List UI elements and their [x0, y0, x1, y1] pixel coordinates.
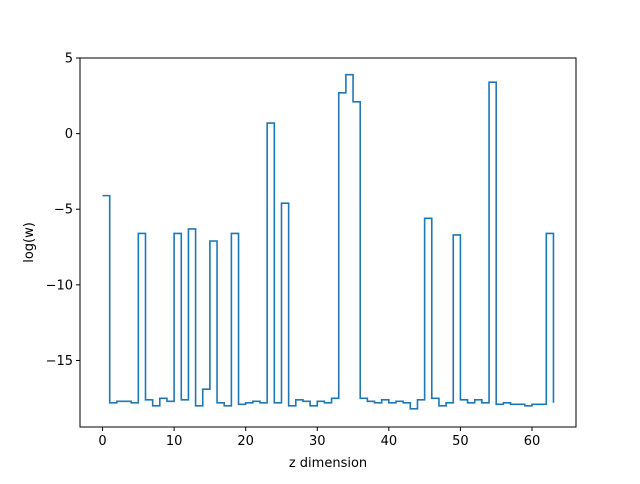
y-tick-label: 5: [65, 52, 73, 67]
x-tick-label: 50: [452, 434, 469, 449]
plot-frame: [79, 57, 577, 428]
y-tick-label: −5: [54, 203, 73, 218]
x-tick-label: 10: [166, 434, 183, 449]
y-axis: 5 0 −5 −10 −15: [46, 52, 80, 369]
x-tick-label: 20: [237, 434, 254, 449]
y-tick-label: 0: [65, 127, 73, 142]
y-axis-label: log(w): [22, 222, 37, 263]
x-axis: 0 10 20 30 40 50 60: [98, 427, 540, 449]
x-tick-label: 0: [98, 434, 106, 449]
x-tick-label: 40: [381, 434, 398, 449]
x-tick-label: 30: [309, 434, 326, 449]
series-layer: [102, 73, 555, 410]
x-axis-label: z dimension: [289, 456, 367, 471]
y-tick-label: −15: [46, 354, 73, 369]
x-tick-label: 60: [524, 434, 541, 449]
y-tick-label: −10: [46, 278, 73, 293]
series-line-0: [102, 73, 555, 410]
